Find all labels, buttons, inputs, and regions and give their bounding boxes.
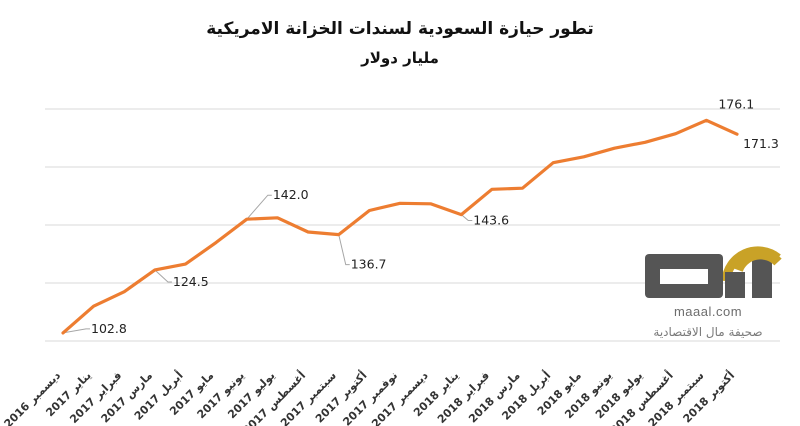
data-label-9: 136.7 (351, 257, 387, 272)
logo-arc (733, 249, 782, 273)
data-label-0: 102.8 (91, 321, 127, 336)
data-label-13: 143.6 (473, 213, 509, 228)
leader-line-13 (460, 214, 473, 222)
leader-line-9 (338, 234, 350, 266)
leader-line-0 (62, 328, 90, 334)
series-group (61, 118, 739, 335)
leader-line-3 (154, 269, 172, 283)
chart-title: تطور حيازة السعودية لسندات الخزانة الامر… (206, 19, 594, 39)
leader-line-6 (246, 194, 272, 220)
y-gridlines (45, 108, 780, 342)
logo-block-mid (725, 272, 745, 298)
logo-url: maaal.com (674, 304, 742, 319)
series-line (61, 118, 739, 335)
data-label-21: 176.1 (718, 96, 754, 111)
chart-subtitle: مليار دولار (360, 49, 439, 67)
data-label-3: 124.5 (173, 274, 209, 289)
data-label-6: 142.0 (273, 187, 309, 202)
data-labels: 102.8 124.5 142.0 136.7 143.6 176.1 171.3 (91, 96, 779, 336)
logo-block-right (752, 256, 772, 298)
maaal-logo: maaal.com صحيفة مال الاقتصادية (645, 246, 782, 339)
data-label-22: 171.3 (743, 136, 779, 151)
logo-tagline: صحيفة مال الاقتصادية (653, 325, 762, 339)
data-label-leaders (62, 194, 473, 334)
